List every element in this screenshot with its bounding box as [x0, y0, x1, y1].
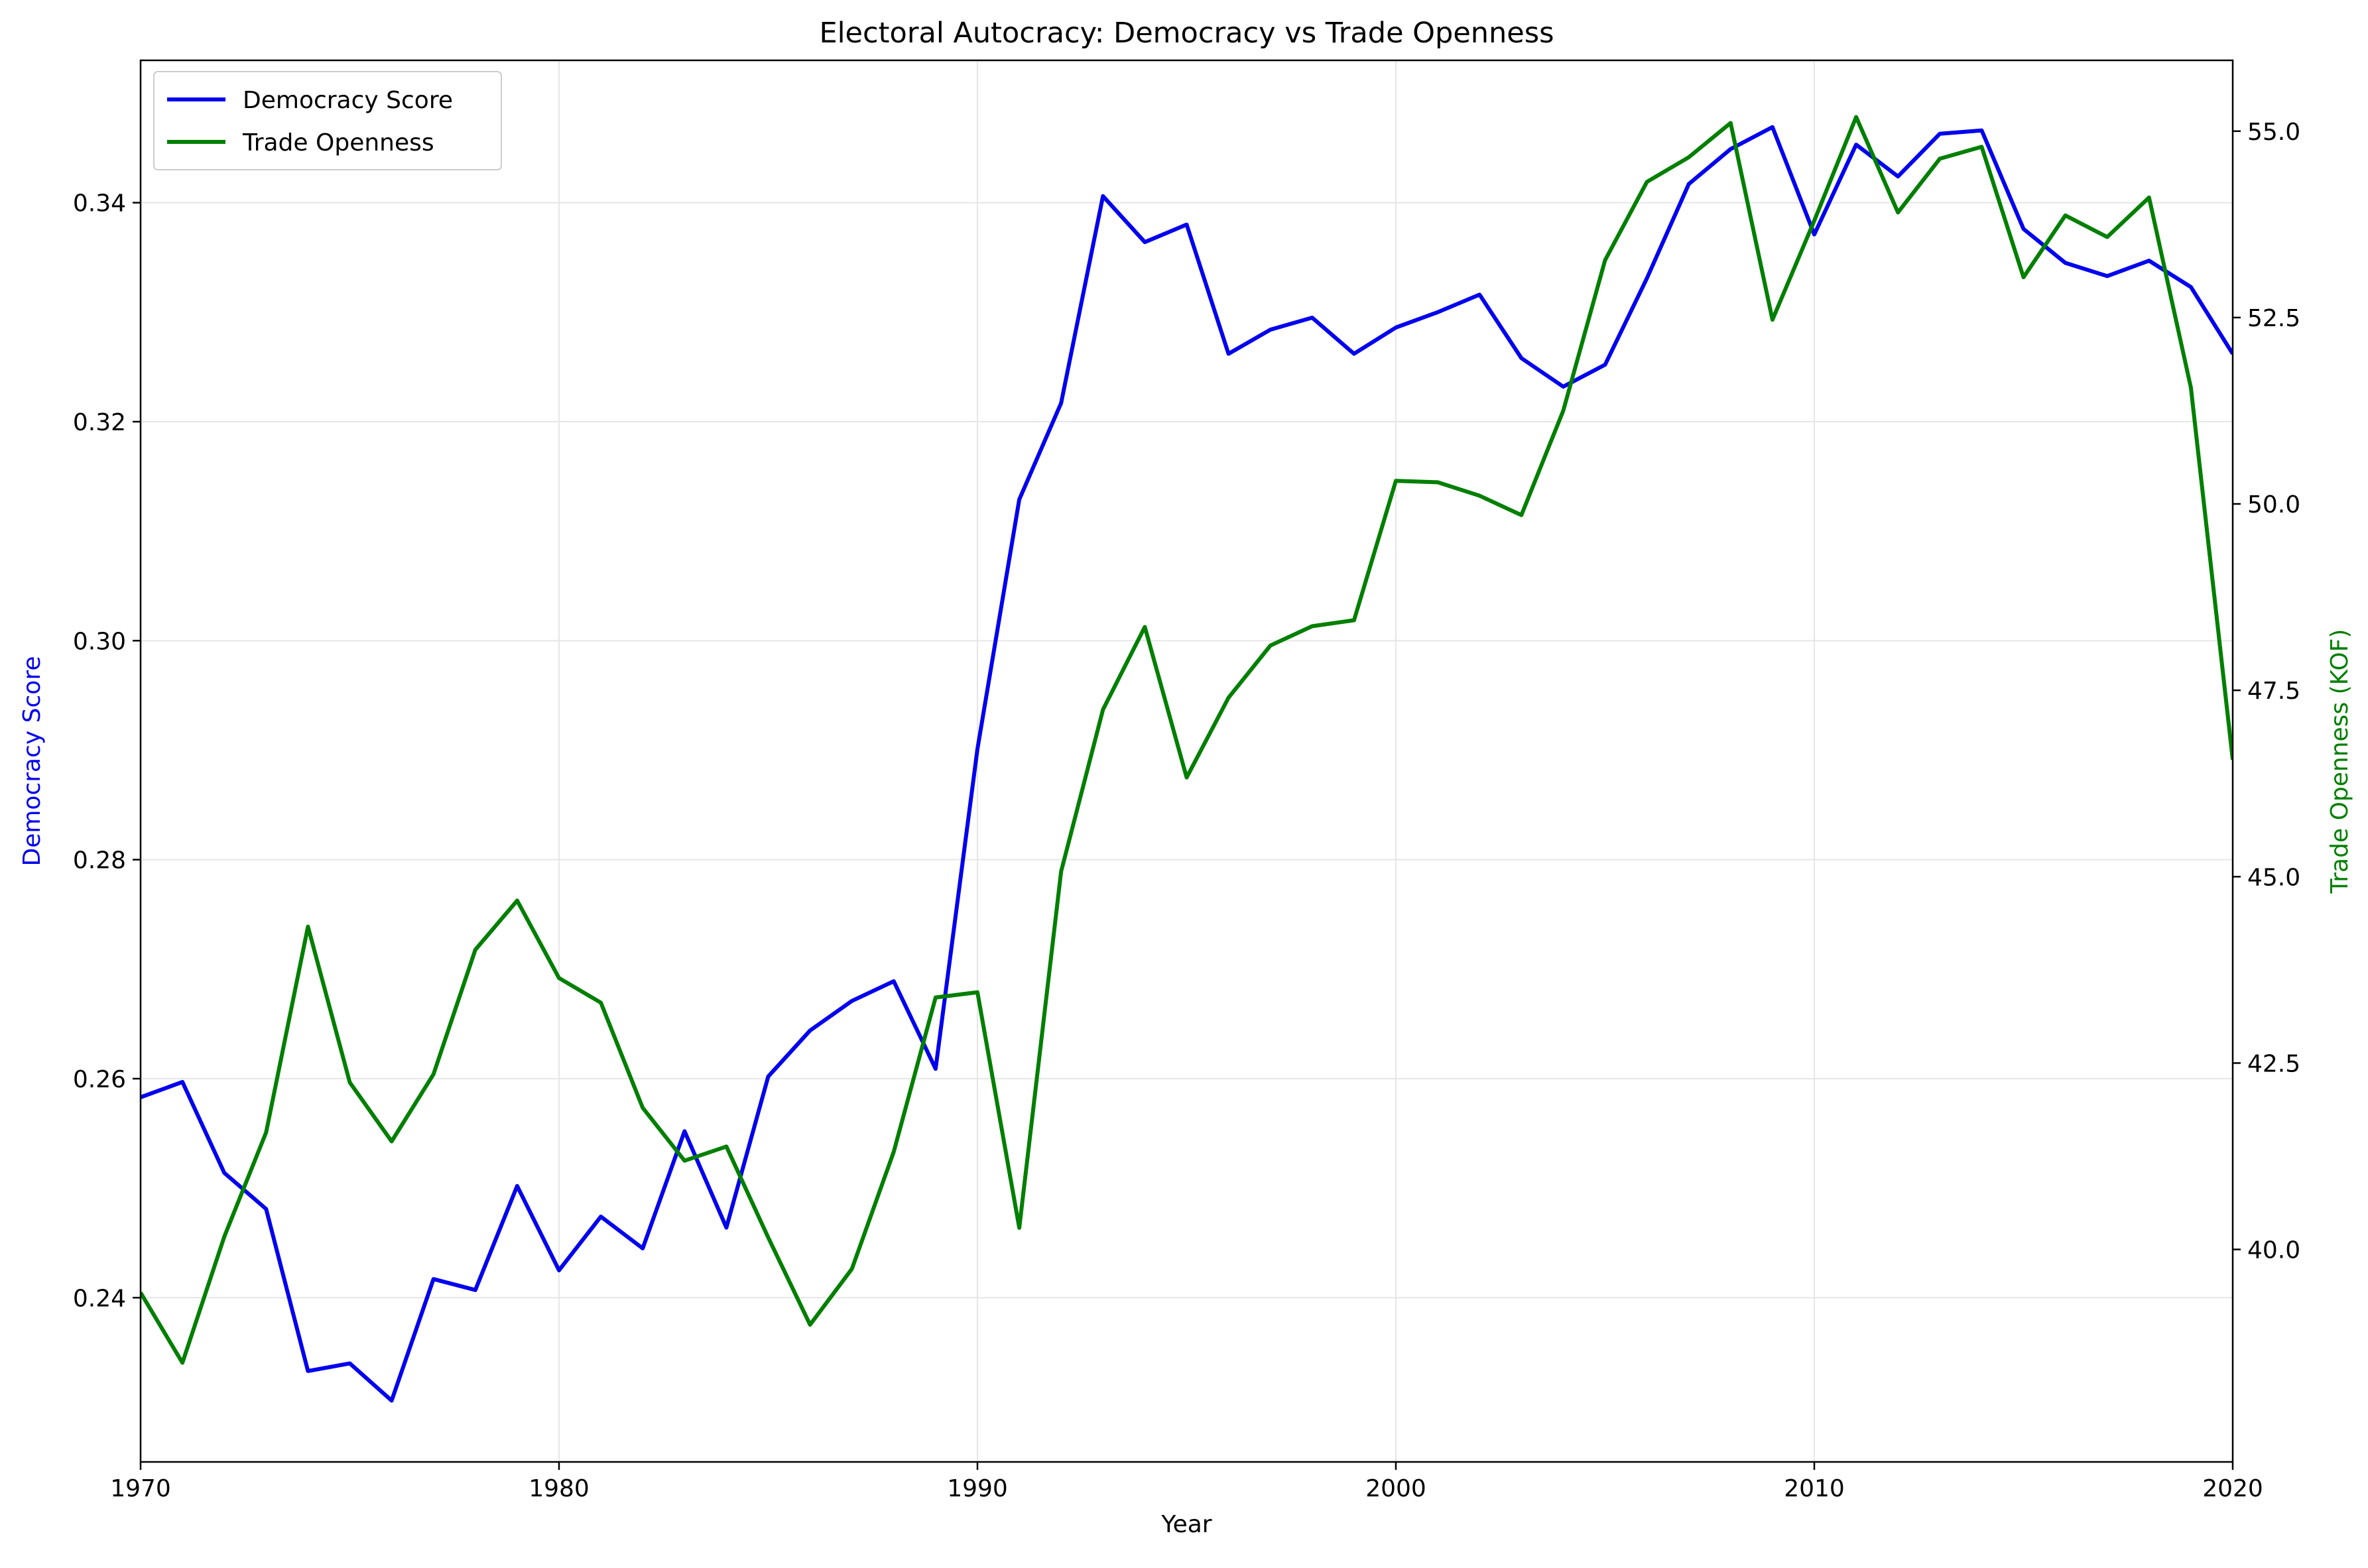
y-tick-label-left: 0.30: [73, 628, 126, 655]
x-tick-label: 1990: [947, 1475, 1008, 1502]
series-group: [141, 115, 2233, 1403]
x-tick-label: 1970: [110, 1475, 171, 1502]
legend-box: [153, 71, 502, 170]
y-tick-label-right: 42.5: [2247, 1050, 2300, 1077]
y-ticks-left: 0.24 0.26 0.28 0.30 0.32 0.34: [73, 190, 141, 1312]
y-tick-label-right: 45.0: [2247, 864, 2300, 891]
x-axis-title: Year: [1160, 1511, 1212, 1538]
x-tick-label: 2010: [1784, 1475, 1845, 1502]
y-axis-title-right: Trade Openness (KOF): [2326, 629, 2353, 894]
x-ticks: 1970 1980 1990 2000 2010 2020: [110, 1462, 2263, 1502]
y-tick-label-left: 0.28: [73, 847, 126, 874]
y-tick-label-left: 0.32: [73, 409, 126, 436]
series-line-trade-openness: [141, 115, 2233, 1365]
x-tick-label: 2020: [2202, 1475, 2263, 1502]
plot-frame: [139, 59, 2234, 1463]
y-tick-label-left: 0.24: [73, 1285, 126, 1312]
x-tick-label: 1980: [529, 1475, 590, 1502]
legend-label-democracy: Democracy Score: [243, 87, 453, 114]
y-ticks-right: 40.0 42.5 45.0 47.5 50.0 52.5 55.0: [2233, 119, 2300, 1264]
y-tick-label-left: 0.26: [73, 1066, 126, 1093]
y-tick-label-right: 55.0: [2247, 119, 2300, 146]
y-tick-label-right: 52.5: [2247, 305, 2300, 332]
y-tick-label-right: 50.0: [2247, 491, 2300, 518]
y-axis-title-left: Democracy Score: [19, 656, 46, 867]
x-tick-label: 2000: [1365, 1475, 1426, 1502]
chart-title: Electoral Autocracy: Democracy vs Trade …: [819, 17, 1554, 50]
y-tick-label-right: 40.0: [2247, 1237, 2300, 1264]
series-line-democracy-score: [141, 125, 2233, 1403]
legend-label-trade: Trade Openness: [242, 129, 434, 156]
legend: Democracy Score Trade Openness: [153, 71, 502, 170]
y-tick-label-left: 0.34: [73, 190, 126, 217]
y-tick-label-right: 47.5: [2247, 678, 2300, 705]
